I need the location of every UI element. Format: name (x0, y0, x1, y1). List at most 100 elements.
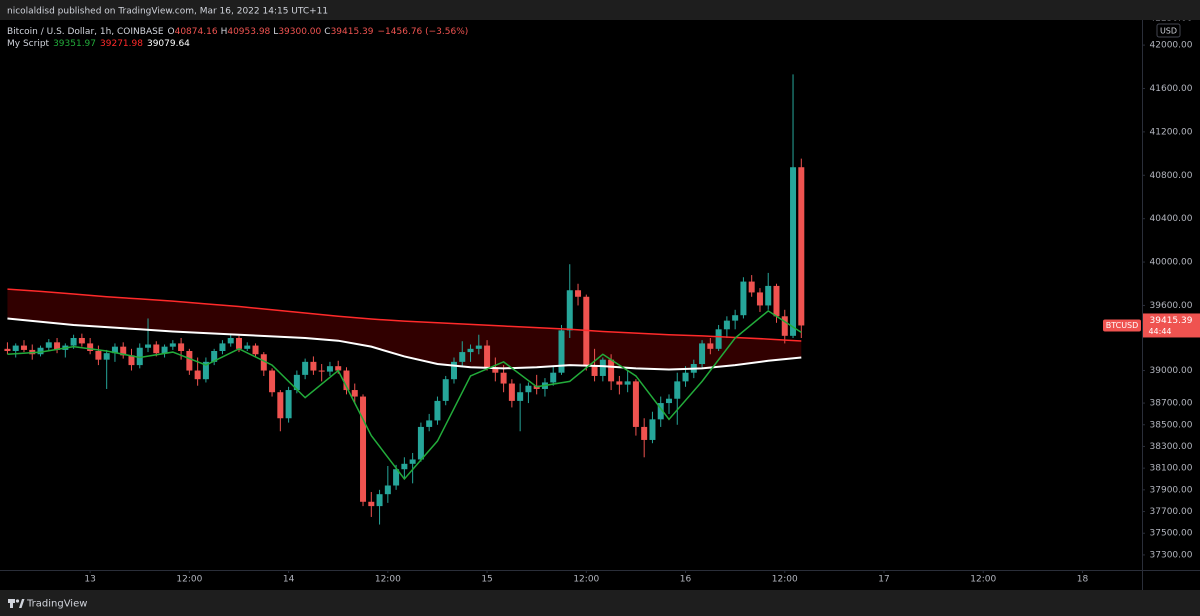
ohlc-value: 40874.16 (175, 27, 218, 37)
candle-body (558, 330, 565, 373)
candle-body (632, 381, 639, 427)
ma-line (7, 288, 802, 342)
candle-body (169, 343, 176, 347)
candle-body (368, 501, 375, 507)
x-tick-label: 16 (680, 575, 692, 585)
candle-body (500, 372, 507, 384)
candle-body (211, 351, 218, 362)
logo (8, 599, 25, 608)
candle-body (484, 345, 491, 368)
y-tick-label: 37500.00 (1150, 529, 1193, 539)
indicator-value: 39351.97 (53, 39, 96, 49)
candle-body (145, 344, 152, 348)
currency-box (1156, 23, 1181, 38)
candle-body (707, 343, 714, 349)
change: −1456.76 (−3.56%) (378, 27, 469, 37)
indicator-value: 39271.98 (100, 39, 143, 49)
candle-body (186, 351, 193, 371)
y-tick-label: 38100.00 (1150, 464, 1193, 474)
ohlc-label: C (324, 27, 330, 37)
candle-body (517, 392, 524, 401)
x-tick-label: 15 (481, 575, 492, 585)
y-tick-label: 38700.00 (1150, 399, 1193, 409)
x-tick-label: 12:00 (176, 575, 202, 585)
candle-body (128, 355, 135, 366)
candle-body (45, 342, 52, 348)
candle-body (178, 343, 185, 352)
candle-body (616, 381, 623, 385)
candle-body (657, 403, 664, 420)
candle-body (120, 346, 127, 356)
candle-body (715, 329, 722, 349)
x-tick-label: 18 (1077, 575, 1089, 585)
candle-body (649, 419, 656, 440)
candle-body (723, 320, 730, 330)
ma-band (7, 289, 802, 370)
candle-body (335, 366, 342, 371)
candle-body (641, 426, 648, 440)
candle-body (459, 352, 466, 362)
candle-body (417, 426, 424, 460)
ohlc-label: H (221, 27, 228, 37)
candle-body (136, 347, 143, 366)
y-tick-label: 39600.00 (1150, 301, 1193, 311)
candle-body (318, 370, 325, 372)
y-tick-label: 37700.00 (1150, 507, 1193, 517)
symbol-legend: Bitcoin / U.S. Dollar, 1h, COINBASE O4087… (7, 27, 468, 37)
price-box (1143, 313, 1200, 338)
candle-body (475, 345, 482, 349)
symbol-label: BTCUSD (1106, 321, 1139, 330)
candle-body (665, 398, 672, 404)
candle-body (87, 343, 94, 352)
candle-body (310, 361, 317, 371)
candle-body (227, 337, 234, 344)
candle-body (343, 370, 350, 391)
candle-body (550, 372, 557, 383)
symbol-title: Bitcoin / U.S. Dollar, 1h, COINBASE (7, 27, 164, 37)
publisher: nicolaldisd published on TradingView.com… (7, 7, 328, 17)
y-tick-label: 38500.00 (1150, 420, 1193, 430)
y-tick-label: 37300.00 (1150, 550, 1193, 560)
candle-body (608, 359, 615, 382)
y-tick-label: 41600.00 (1150, 84, 1193, 94)
footer-brand: TradingView (26, 599, 87, 610)
candle-body (360, 396, 367, 502)
candle-body (434, 400, 441, 421)
x-tick-label: 13 (84, 575, 95, 585)
candle-body (202, 361, 209, 380)
candle-body (12, 345, 19, 352)
candle-body (566, 290, 573, 331)
candle-body (302, 361, 309, 375)
y-tick-label: 39000.00 (1150, 366, 1193, 376)
candle-body (153, 344, 160, 354)
ohlc-value: 40953.98 (227, 27, 270, 37)
ma-line (7, 309, 802, 481)
candle-body (194, 370, 201, 380)
x-tick-label: 12:00 (772, 575, 798, 585)
candle-body (781, 316, 788, 336)
candle-body (111, 346, 118, 354)
candle-body (765, 285, 772, 306)
indicator-name: My Script (7, 39, 50, 49)
ma-line (7, 317, 802, 371)
candle-body (756, 292, 763, 306)
candle-body (260, 354, 267, 371)
candle-body (161, 346, 168, 354)
y-tick-label: 40000.00 (1150, 258, 1193, 268)
candle-body (20, 345, 27, 350)
currency: USD (1160, 27, 1177, 36)
x-tick-label: 17 (878, 575, 889, 585)
x-tick-label: 12:00 (375, 575, 401, 585)
candle-body (798, 167, 805, 326)
candle-body (599, 359, 606, 376)
ohlc-label: O (168, 27, 175, 37)
candle-body (103, 353, 110, 360)
candle-body (269, 370, 276, 393)
ohlc-group: O40874.16 H40953.98 L39300.00 C39415.39 (168, 27, 374, 37)
candle-body (525, 385, 532, 393)
footer-bar (0, 590, 1200, 616)
candle-body (682, 372, 689, 382)
